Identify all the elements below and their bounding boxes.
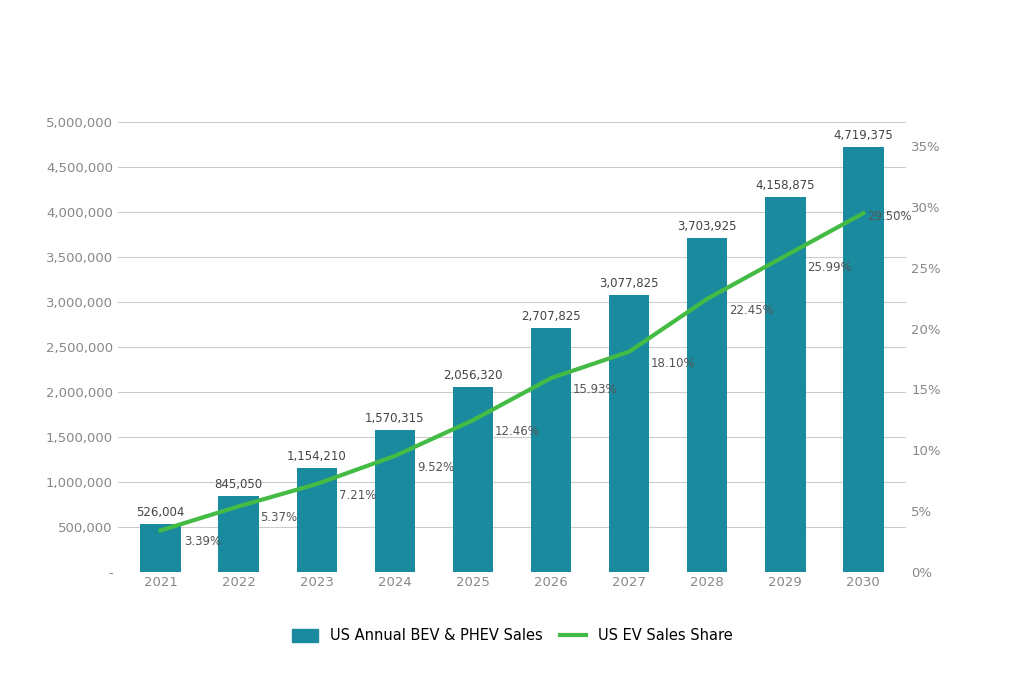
- Bar: [453, 387, 494, 572]
- Text: 526,004: 526,004: [136, 506, 185, 519]
- Text: 2,056,320: 2,056,320: [443, 369, 503, 381]
- Text: 18.10%: 18.10%: [651, 357, 695, 369]
- Legend: US Annual BEV & PHEV Sales, US EV Sales Share: US Annual BEV & PHEV Sales, US EV Sales …: [286, 622, 738, 649]
- Text: 22.45%: 22.45%: [729, 304, 774, 316]
- Bar: [687, 238, 727, 572]
- Text: 9.52%: 9.52%: [417, 461, 454, 474]
- Text: Advanced Technology Sales Dashboard | Research & Chart: Loren McDonald/EVAdoptio: Advanced Technology Sales Dashboard | Re…: [218, 672, 806, 685]
- Text: 3.39%: 3.39%: [184, 535, 221, 549]
- Bar: [140, 524, 181, 572]
- Text: 1,570,315: 1,570,315: [366, 413, 425, 425]
- Bar: [765, 197, 806, 572]
- Text: 4,158,875: 4,158,875: [756, 179, 815, 192]
- Bar: [530, 328, 571, 572]
- Bar: [297, 468, 337, 572]
- Text: 4,719,375: 4,719,375: [834, 129, 893, 142]
- Text: 845,050: 845,050: [215, 477, 263, 491]
- Bar: [218, 496, 259, 572]
- Text: 7.21%: 7.21%: [339, 489, 376, 502]
- Text: Historical Sales Data: GoodCarBadCar.net, InsideEVs, IHS Markit / Auto Manufactu: Historical Sales Data: GoodCarBadCar.net…: [196, 643, 828, 656]
- Text: 1,154,210: 1,154,210: [287, 450, 347, 463]
- Text: 15.93%: 15.93%: [572, 383, 617, 396]
- Text: 12.46%: 12.46%: [495, 425, 540, 438]
- Text: 3,703,925: 3,703,925: [678, 220, 737, 233]
- Text: 3,077,825: 3,077,825: [599, 277, 658, 290]
- Bar: [843, 147, 884, 572]
- Bar: [609, 295, 649, 572]
- Bar: [375, 430, 415, 572]
- Text: US EVs (BEV & PHEV) Sales & Sales Share Forecast: 2021-2030: US EVs (BEV & PHEV) Sales & Sales Share …: [0, 24, 1024, 58]
- Text: 25.99%: 25.99%: [807, 261, 852, 274]
- Text: 2,707,825: 2,707,825: [521, 310, 581, 323]
- Text: 5.37%: 5.37%: [261, 511, 298, 524]
- Text: 29.50%: 29.50%: [867, 210, 911, 222]
